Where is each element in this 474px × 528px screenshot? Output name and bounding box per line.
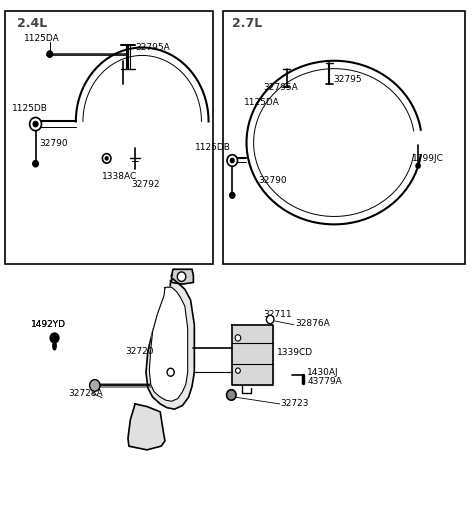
Text: 32792: 32792 (132, 180, 160, 190)
Ellipse shape (266, 315, 274, 324)
Polygon shape (232, 325, 273, 385)
Text: 32720: 32720 (126, 346, 154, 356)
Text: 1339CD: 1339CD (277, 348, 313, 357)
Polygon shape (128, 404, 165, 450)
Ellipse shape (177, 272, 186, 281)
Text: 2.4L: 2.4L (17, 17, 47, 30)
Text: 32728A: 32728A (69, 389, 103, 398)
Text: 32876A: 32876A (295, 318, 329, 328)
Ellipse shape (167, 369, 174, 376)
Ellipse shape (50, 333, 59, 343)
Ellipse shape (33, 161, 38, 167)
Ellipse shape (227, 390, 236, 400)
Ellipse shape (105, 157, 108, 160)
Text: 1799JC: 1799JC (412, 154, 444, 163)
FancyBboxPatch shape (223, 11, 465, 264)
Text: 2.7L: 2.7L (232, 17, 263, 30)
Text: 1125DA: 1125DA (244, 98, 280, 108)
Polygon shape (146, 279, 194, 409)
Polygon shape (149, 287, 188, 401)
Ellipse shape (416, 164, 420, 168)
Ellipse shape (53, 342, 56, 350)
Ellipse shape (236, 368, 240, 373)
Text: 32795A: 32795A (135, 43, 170, 52)
Text: 32790: 32790 (258, 176, 287, 185)
Text: 1125DB: 1125DB (195, 143, 231, 153)
Ellipse shape (33, 121, 38, 127)
Ellipse shape (235, 335, 241, 341)
Polygon shape (172, 269, 193, 284)
Text: 1125DA: 1125DA (24, 33, 59, 43)
Ellipse shape (47, 51, 53, 58)
Text: 43779A: 43779A (307, 376, 342, 386)
Text: 1492YD: 1492YD (31, 320, 66, 329)
Text: 1492YD: 1492YD (31, 320, 66, 329)
Ellipse shape (229, 193, 235, 199)
Text: 32795: 32795 (333, 74, 362, 84)
Text: 1125DB: 1125DB (12, 103, 48, 113)
FancyBboxPatch shape (5, 11, 213, 264)
Ellipse shape (90, 380, 100, 391)
Ellipse shape (230, 158, 234, 163)
Text: 32795A: 32795A (263, 82, 298, 92)
Ellipse shape (29, 117, 42, 130)
Text: 1338AC: 1338AC (102, 172, 137, 182)
Text: 1430AJ: 1430AJ (307, 367, 339, 377)
Ellipse shape (227, 155, 237, 166)
Ellipse shape (102, 154, 111, 163)
Text: 32711: 32711 (263, 309, 292, 319)
Text: 32790: 32790 (39, 139, 67, 148)
Text: 32723: 32723 (281, 399, 309, 409)
